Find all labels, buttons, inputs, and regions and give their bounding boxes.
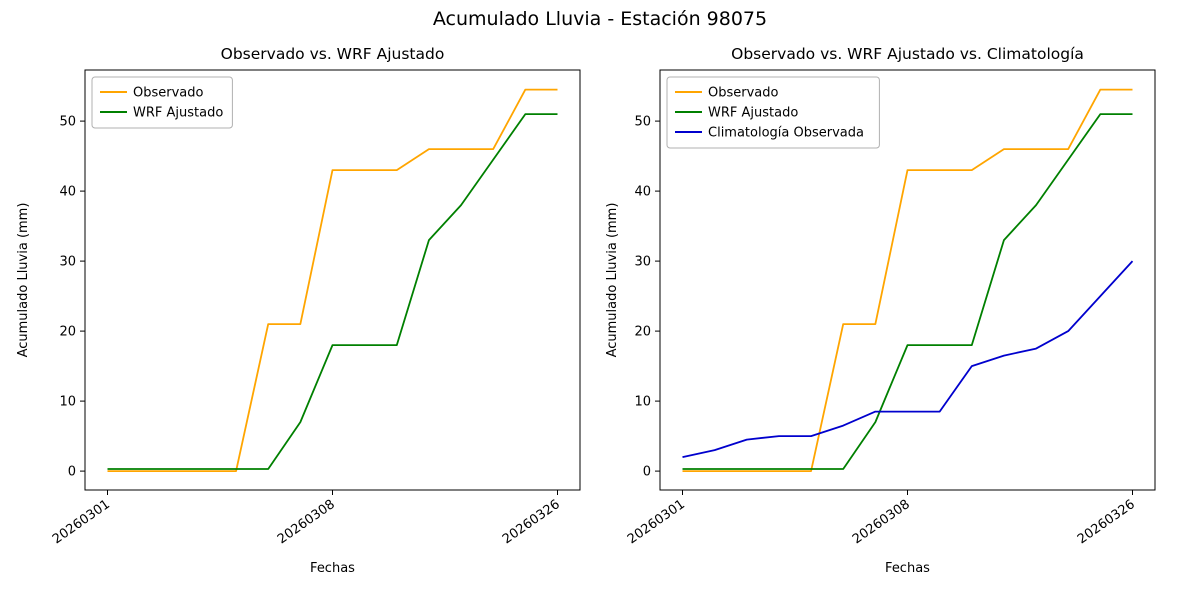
figure-title: Acumulado Lluvia - Estación 98075	[432, 8, 768, 30]
svg-text:Observado vs. WRF Ajustado: Observado vs. WRF Ajustado	[221, 45, 445, 63]
svg-text:10: 10	[59, 395, 76, 410]
svg-text:50: 50	[634, 115, 651, 130]
svg-text:10: 10	[634, 395, 651, 410]
svg-text:WRF Ajustado: WRF Ajustado	[133, 106, 223, 121]
charts-row: 0 10 20 30 40 50 20260301 20260308 20260326 Obser…	[0, 40, 1200, 600]
svg-text:20260308: 20260308	[275, 497, 338, 547]
svg-text:WRF Ajustado: WRF Ajustado	[708, 106, 798, 121]
svg-text:Observado vs. WRF Ajustado vs.: Observado vs. WRF Ajustado vs. Climatolo…	[731, 45, 1084, 63]
svg-text:20260308: 20260308	[850, 497, 913, 547]
svg-text:40: 40	[634, 185, 651, 200]
svg-text:Observado: Observado	[133, 86, 204, 101]
svg-text:Climatología Observada: Climatología Observada	[708, 126, 864, 141]
svg-text:20: 20	[634, 325, 651, 340]
svg-text:20: 20	[59, 325, 76, 340]
svg-text:40: 40	[59, 185, 76, 200]
svg-text:20260301: 20260301	[625, 497, 688, 547]
svg-text:Acumulado Lluvia (mm): Acumulado Lluvia (mm)	[605, 203, 620, 358]
svg-text:Fechas: Fechas	[310, 561, 355, 576]
svg-text:0: 0	[68, 465, 76, 480]
svg-text:30: 30	[59, 255, 76, 270]
svg-text:20260326: 20260326	[1075, 497, 1138, 547]
chart-observado-vs-wrf: 0 10 20 30 40 50 20260301 20260308 20260326 Obser…	[16, 45, 581, 576]
svg-text:50: 50	[59, 115, 76, 130]
svg-text:Fechas: Fechas	[885, 561, 930, 576]
svg-text:30: 30	[634, 255, 651, 270]
svg-text:20260301: 20260301	[50, 497, 113, 547]
svg-text:0: 0	[643, 465, 651, 480]
svg-text:Observado: Observado	[708, 86, 779, 101]
svg-text:20260326: 20260326	[500, 497, 563, 547]
svg-text:Acumulado Lluvia (mm): Acumulado Lluvia (mm)	[16, 203, 31, 358]
chart-observado-vs-wrf-vs-climatologia: 0 10 20 30 40 50 20260301 20260308 20260326 Obser…	[605, 45, 1156, 576]
